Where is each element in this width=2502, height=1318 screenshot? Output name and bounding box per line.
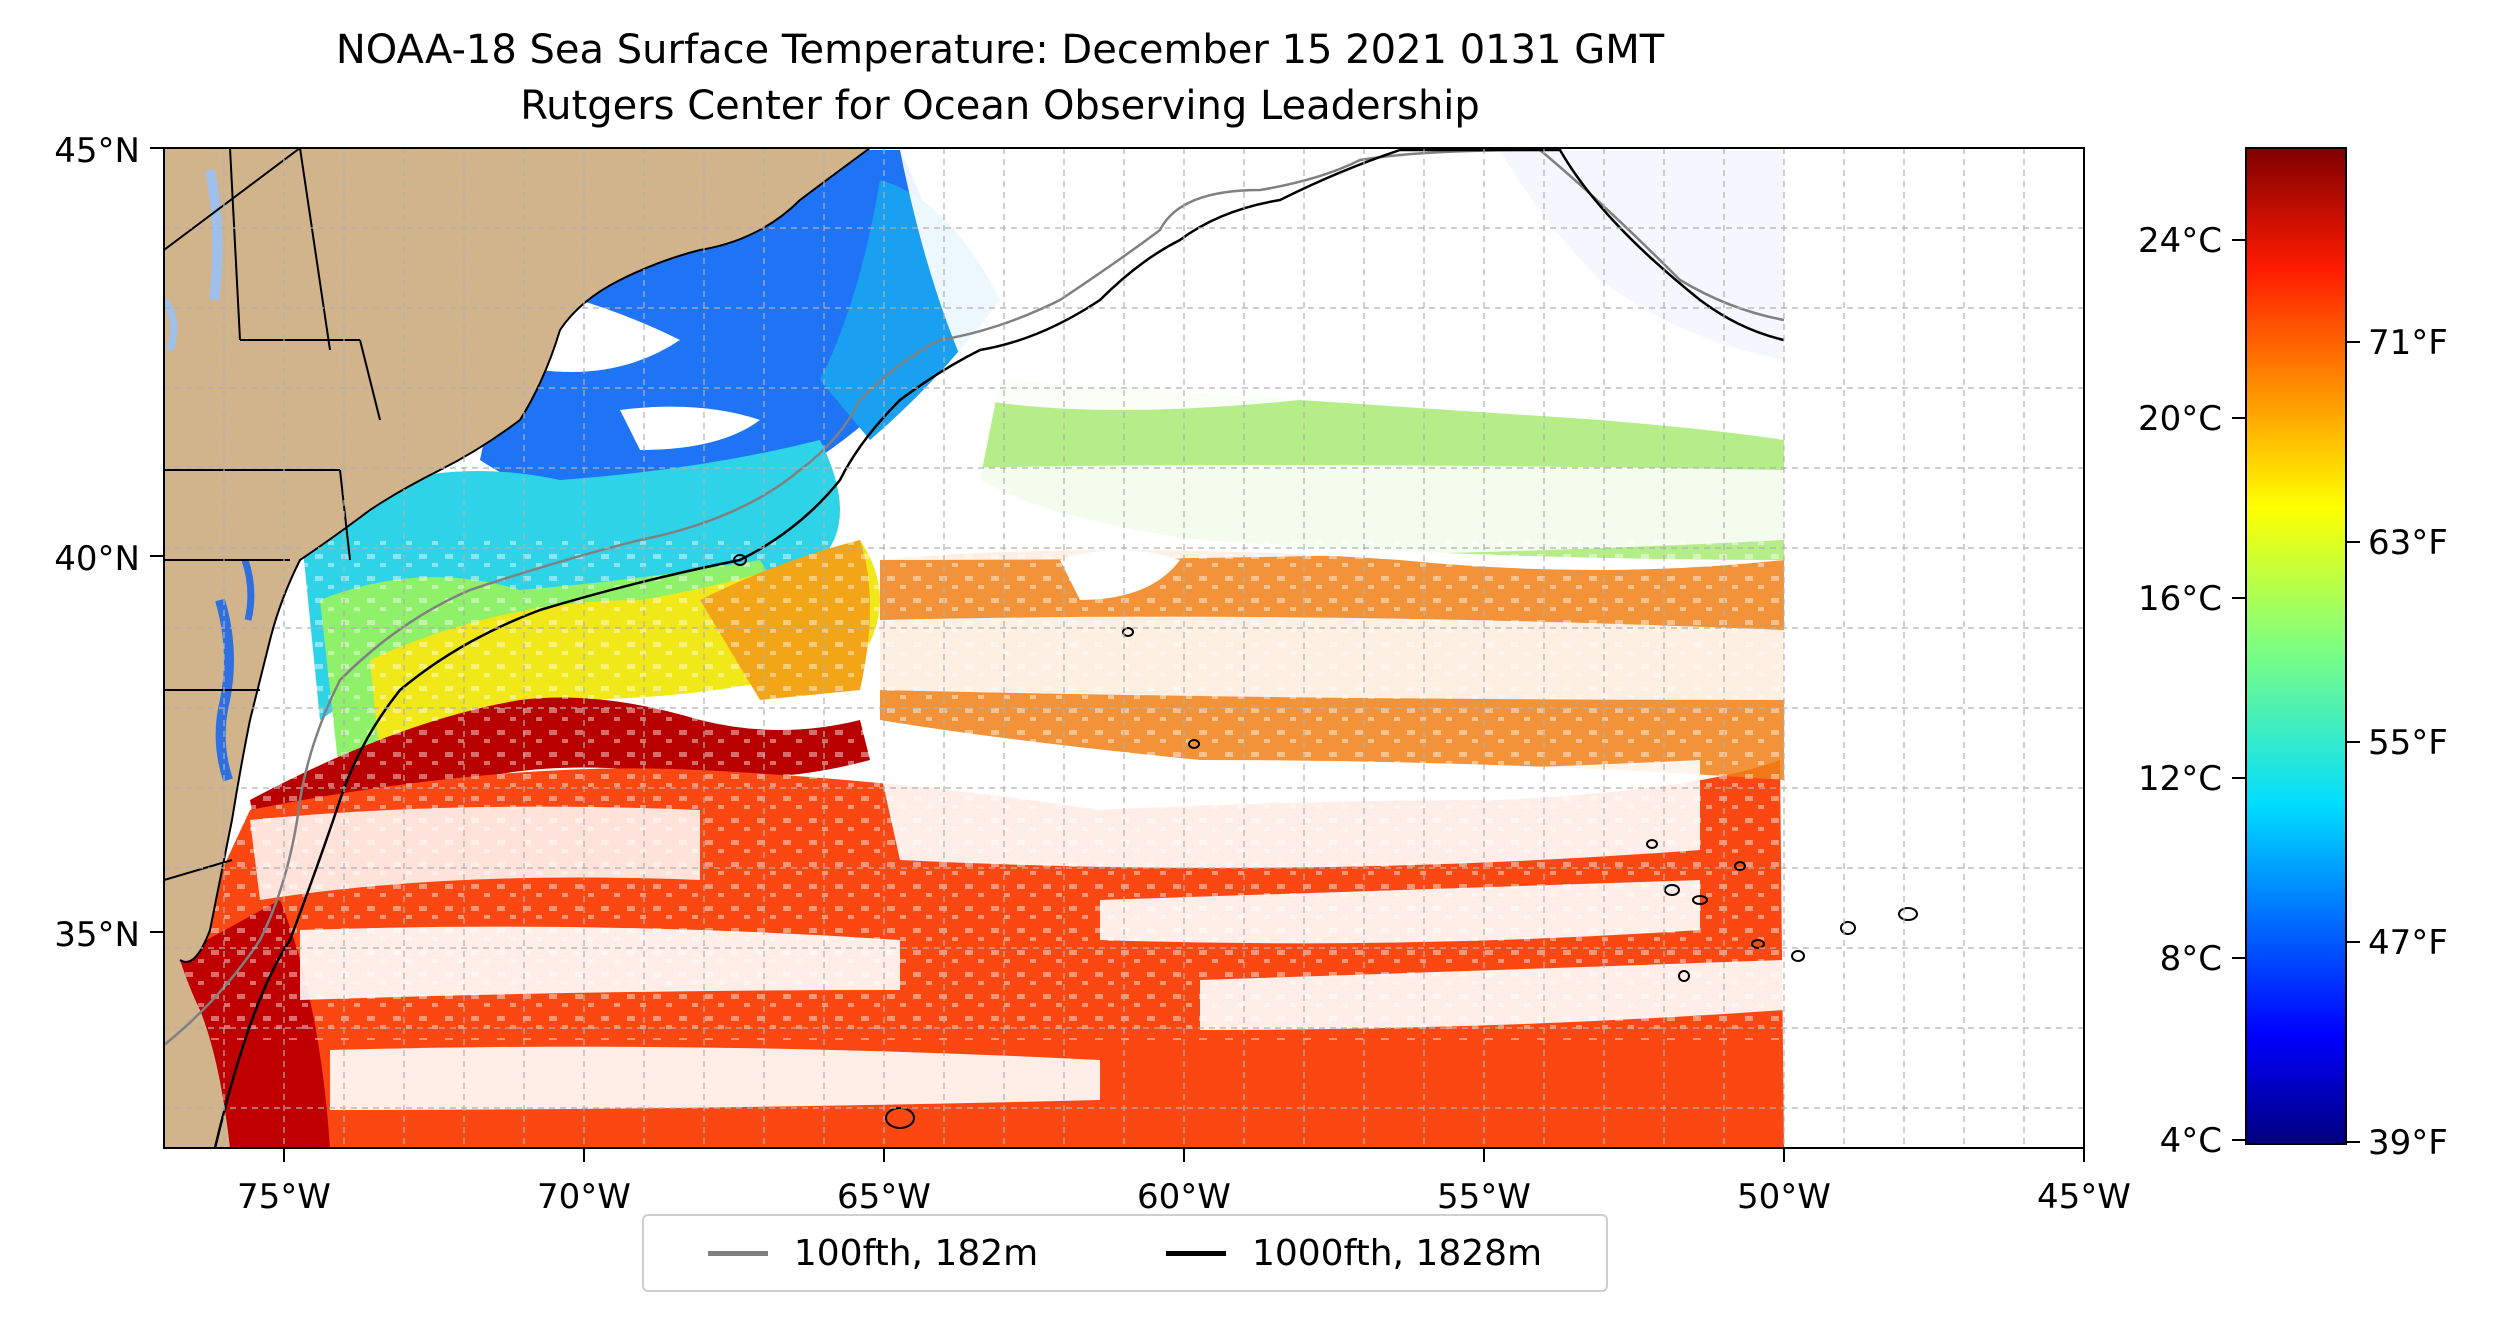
finger-lakes: [164, 297, 178, 352]
state-borders: [164, 148, 381, 881]
lon-label-45w: 45°W: [2037, 1177, 2131, 1217]
fahrenheit-label-71: 71°F: [2368, 323, 2448, 363]
map-title: NOAA-18 Sea Surface Temperature: Decembe…: [335, 27, 1665, 73]
lon-label-70w: 70°W: [537, 1177, 631, 1217]
no-data-region: [1784, 148, 2084, 1148]
lat-label-35n: 35°N: [54, 915, 140, 955]
land-carolinas: [164, 960, 230, 1148]
lake-champlain: [205, 169, 223, 301]
legend-line-gray: [707, 1250, 768, 1256]
coastline: [179, 148, 871, 963]
fahrenheit-label-55: 55°F: [2368, 723, 2448, 763]
legend-item-100fth: 100fth, 182m: [707, 1232, 1039, 1274]
isobath-100fth: [164, 148, 1785, 1046]
celsius-label-8: 8°C: [2160, 939, 2222, 979]
lat-label-40n: 40°N: [54, 539, 140, 579]
seamounts: [733, 554, 1918, 1129]
colorbar-gradient: [2245, 147, 2347, 1145]
map-subtitle: Rutgers Center for Ocean Observing Leade…: [520, 83, 1480, 129]
lon-label-65w: 65°W: [837, 1177, 931, 1217]
land-north-america: [164, 148, 870, 962]
celsius-label-16: 16°C: [2138, 579, 2222, 619]
legend-item-1000fth: 1000fth, 1828m: [1165, 1232, 1543, 1274]
celsius-label-20: 20°C: [2138, 399, 2222, 439]
legend-line-black: [1165, 1250, 1226, 1256]
gridlines: [164, 148, 2084, 1148]
map-panel: 45°N 40°N 35°N 75°W 70°W 65°W 60°W 55°W …: [54, 131, 2131, 1217]
celsius-label-4: 4°C: [2160, 1121, 2222, 1161]
lat-label-45n: 45°N: [54, 131, 140, 171]
celsius-label-12: 12°C: [2138, 759, 2222, 799]
colorbar-celsius-ticks: [2232, 239, 2246, 1141]
lon-tick-marks: [283, 1148, 2085, 1162]
cloud-speckle: [180, 540, 1784, 1040]
colorbar-fahrenheit-ticks: [2346, 341, 2360, 1143]
lon-label-55w: 55°W: [1437, 1177, 1531, 1217]
lon-label-75w: 75°W: [237, 1177, 331, 1217]
celsius-label-24: 24°C: [2138, 221, 2222, 261]
lat-tick-marks: [150, 147, 164, 933]
map-frame: [163, 147, 2085, 1149]
colorbar: 24°C 20°C 16°C 12°C 8°C 4°C 71°F 63°F 55…: [2138, 147, 2448, 1163]
isobath-legend: 100fth, 182m 1000fth, 1828m: [642, 1214, 1608, 1292]
chesapeake-bay: [215, 598, 234, 782]
fahrenheit-label-63: 63°F: [2368, 523, 2448, 563]
legend-label-1000fth: 1000fth, 1828m: [1251, 1232, 1543, 1274]
lon-label-60w: 60°W: [1137, 1177, 1231, 1217]
isobath-1000fth: [213, 148, 1785, 1148]
delaware-bay: [241, 558, 255, 621]
lon-label-50w: 50°W: [1737, 1177, 1831, 1217]
fahrenheit-label-47: 47°F: [2368, 923, 2448, 963]
fahrenheit-label-39: 39°F: [2368, 1123, 2448, 1163]
sst-field: [164, 148, 2084, 1148]
legend-label-100fth: 100fth, 182m: [793, 1232, 1039, 1274]
